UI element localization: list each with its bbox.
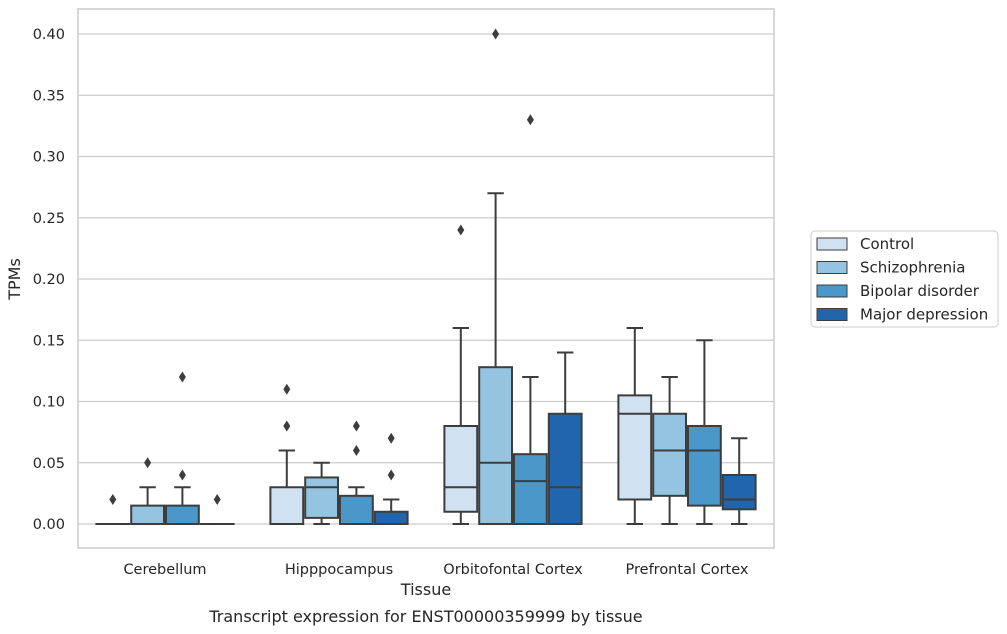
legend-label: Control [860,235,914,253]
outlier-point [109,494,117,505]
outlier-point [387,469,395,481]
box-group [130,457,165,525]
box [443,425,479,513]
box-group [269,383,305,525]
x-tick-label: Orbitofontal Cortex [443,562,583,578]
y-tick-label: 0.20 [33,272,65,288]
box [721,474,757,511]
legend-label: Major depression [860,306,988,324]
box [130,504,165,525]
legend-swatch [816,237,848,251]
y-tick-label: 0.35 [33,88,65,104]
outlier-point [283,383,291,395]
box-group [95,494,131,526]
x-tick-labels: Cerebellum Hipppocampus Orbitofontal Corte… [123,562,748,578]
box-group [721,437,757,525]
box-group [617,327,653,525]
y-tick-label: 0.15 [33,333,65,349]
box-layer [95,28,757,526]
outlier-point [352,420,360,432]
y-tick-label: 0.25 [33,211,65,227]
legend-swatch [816,284,848,298]
box-group [304,461,340,525]
x-tick-label: Hipppocampus [285,562,393,578]
legend-frame [810,230,999,328]
plot-frame [77,8,775,549]
legend-swatch [816,261,848,274]
outlier-point [457,224,465,236]
box-group [199,494,235,526]
plot-border [77,8,775,549]
outlier-point [492,28,500,40]
box-group [165,371,200,525]
outlier-point [283,420,291,432]
box-group [687,339,722,525]
box [478,366,514,526]
x-tick-label: Cerebellum [123,562,206,578]
outlier-point [213,494,221,505]
box-group [513,114,548,525]
box [339,494,374,526]
x-tick-label: Prefrontal Cortex [626,562,749,578]
outlier-point [352,445,360,456]
y-tick-label: 0.05 [33,456,65,472]
chart-caption: Transcript expression for ENST0000035999… [208,607,642,626]
y-tick-label: 0.40 [33,27,65,43]
y-tick-label: 0.30 [33,150,65,166]
outlier-point [178,469,186,481]
box [513,453,548,525]
box-group [547,351,583,525]
box [652,412,688,497]
outlier-point [526,114,534,126]
box [547,412,583,525]
box-group [443,224,479,525]
box [165,504,200,525]
legend-label: Schizophrenia [860,259,965,277]
legend: Control Schizophrenia Bipolar disorder Majo… [810,230,999,328]
x-axis-label: Tissue [400,580,451,599]
y-tick-label: 0.00 [33,517,65,533]
box [373,510,409,525]
outlier-point [387,432,395,444]
box-group [478,28,514,526]
box-group [652,376,688,525]
legend-swatch [816,308,848,321]
gridlines [78,33,774,525]
y-axis-label: TPMs [5,258,24,301]
outlier-point [178,371,186,383]
box [304,476,340,519]
box [269,486,305,525]
box-group [339,420,374,526]
box [617,394,653,501]
box [687,425,722,507]
y-tick-label: 0.10 [33,395,65,411]
legend-label: Bipolar disorder [860,282,980,300]
outlier-point [144,457,152,469]
box-group [373,432,409,525]
y-tick-labels: 0.00 0.05 0.10 0.15 0.20 0.25 0.30 0.35 0.40 [33,27,65,533]
